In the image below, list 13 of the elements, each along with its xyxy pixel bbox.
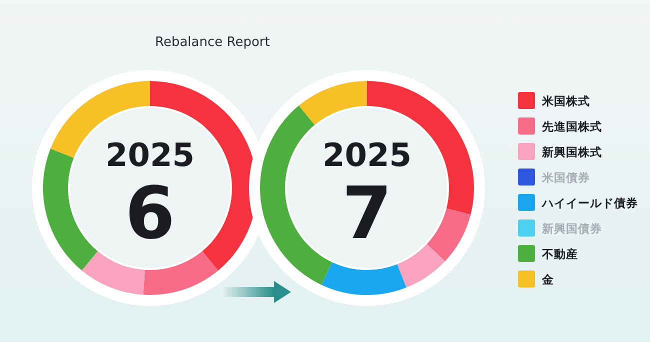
legend-label: 新興国株式 — [541, 145, 602, 159]
legend-label: ハイイールド債券 — [541, 196, 638, 210]
text: 2025 — [322, 136, 412, 174]
legend-label: 不動産 — [541, 247, 578, 261]
legend-label: 先進国株式 — [541, 120, 602, 134]
text: 7 — [342, 171, 392, 255]
text: 2025 — [105, 136, 195, 174]
legend-label: 米国債券 — [541, 170, 590, 184]
text: Rebalance Report — [155, 35, 270, 50]
legend-label: 米国株式 — [541, 94, 590, 108]
text: 6 — [124, 171, 176, 255]
legend-label: 新興国債券 — [541, 222, 602, 236]
legend-label: 金 — [541, 272, 554, 286]
